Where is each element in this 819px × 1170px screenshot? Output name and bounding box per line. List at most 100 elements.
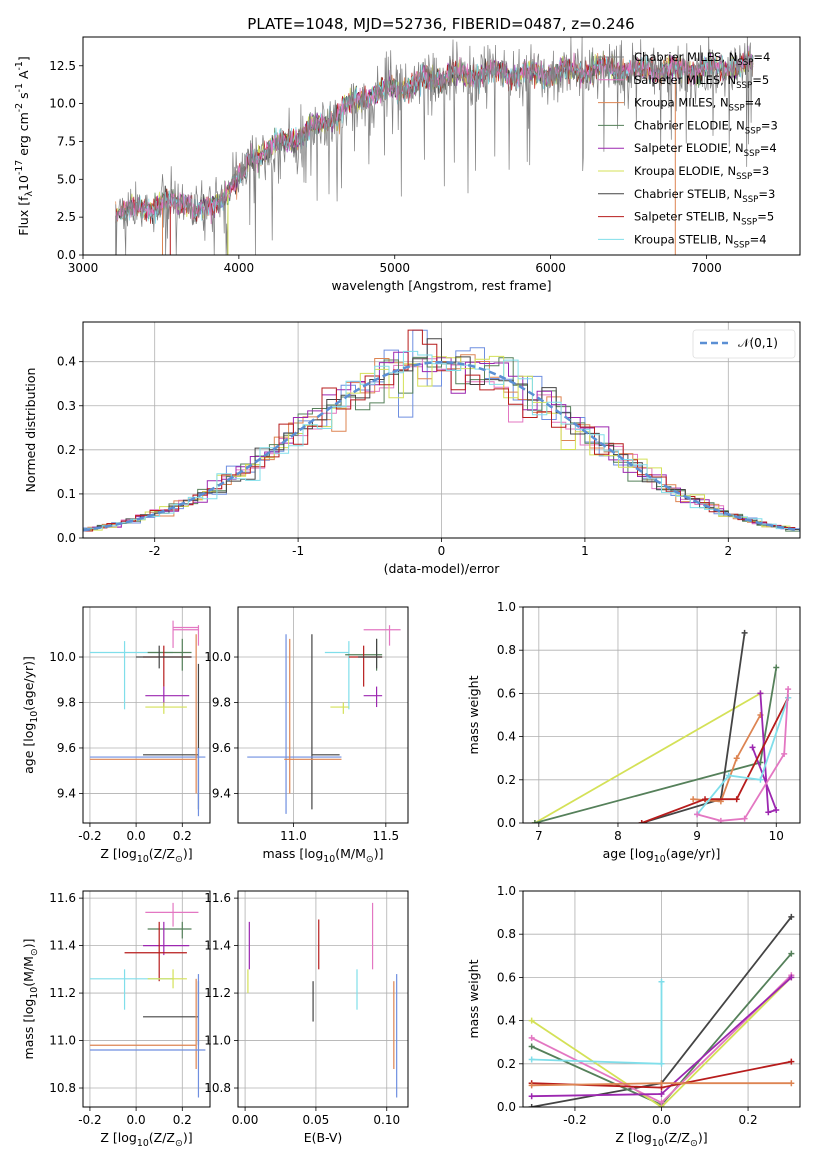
x-tick-label: 0.2: [173, 829, 192, 843]
y-tick-label: 9.4: [57, 786, 76, 800]
weight-marker: [773, 664, 780, 671]
x-tick-label: -0.2: [563, 1113, 586, 1127]
residuals-panel: -2 -1 0 1 2 0.0 0.1 0.2 0.3 0.4 (data-model)/error…: [23, 321, 801, 576]
weight-marker: [690, 796, 697, 803]
y-tick-label: 0.8: [497, 927, 516, 941]
y-axis-label: mass weight: [466, 959, 481, 1038]
x-tick-label: 3000: [68, 261, 99, 275]
y-tick-label: 0.0: [497, 816, 516, 830]
y-axis-label: mass weight: [466, 675, 481, 754]
y-tick-label: 11.2: [49, 986, 76, 1000]
weight-marker: [725, 772, 732, 779]
weight-series-line: [641, 632, 746, 823]
y-tick-label: 11.4: [49, 939, 76, 953]
y-tick-label: 0.4: [497, 1014, 516, 1028]
y-tick-label: 0.6: [497, 970, 516, 984]
x-axis-label: mass [log10(M/M⊙)]: [263, 846, 384, 865]
grid-lines: [238, 607, 408, 823]
weight-marker: [702, 796, 709, 803]
weight-marker: [741, 815, 748, 822]
axes-border: [237, 606, 409, 824]
weight-series-line: [534, 692, 761, 823]
plot-area: [531, 629, 792, 823]
x-tick-label: 0.10: [373, 1113, 400, 1127]
legend-label: Salpeter MILES, NSSP=5: [634, 73, 769, 91]
x-axis-label: wavelength [Angstrom, rest frame]: [331, 278, 551, 293]
y-tick-label: 9.6: [57, 741, 76, 755]
y-tick-label: 11.2: [204, 986, 231, 1000]
y-tick-label: 11.0: [204, 1034, 231, 1048]
y-tick-label: 1.0: [497, 884, 516, 898]
y-tick-label: 9.8: [212, 695, 231, 709]
axes-border: [82, 36, 801, 256]
age-vs-metallicity-panel: -0.2 0.0 0.2 9.4 9.6 9.8 10.0 Z [log10(Z/Z⊙)] ag…: [21, 606, 211, 865]
spectrum-series-line: [115, 37, 754, 255]
x-tick-label: -2: [149, 544, 161, 558]
grid-lines: [238, 891, 408, 1107]
x-tick-label: 8: [614, 829, 622, 843]
weight-marker: [788, 913, 795, 920]
gaussian-curve: [83, 360, 800, 532]
axes-border: [82, 321, 801, 539]
weight-marker: [781, 750, 788, 757]
x-tick-label: 4000: [224, 261, 255, 275]
y-tick-label: 9.8: [57, 695, 76, 709]
x-tick-label: 0.0: [127, 1113, 146, 1127]
y-tick-label: 10.0: [49, 650, 76, 664]
weight-marker: [757, 690, 764, 697]
x-tick-label: 0.00: [232, 1113, 259, 1127]
legend-label: Kroupa ELODIE, NSSP=3: [634, 164, 769, 182]
axes-frame: -0.2 0.0 0.2 9.4 9.6 9.8 10.0 Z [log10(Z/Z⊙)] ag…: [21, 606, 211, 865]
x-tick-label: 0.0: [127, 829, 146, 843]
x-tick-label: -0.2: [78, 1113, 101, 1127]
weight-marker: [788, 950, 795, 957]
weight-series-line: [534, 667, 778, 823]
x-tick-label: 0.2: [739, 1113, 758, 1127]
y-tick-label: 0.8: [497, 643, 516, 657]
plot-area: [247, 902, 398, 1098]
axes-frame: 3000 4000 5000 6000 7000 0.0 2.5 5.0 7.5 10.0 12.5…: [14, 36, 801, 293]
residual-histogram: [83, 338, 800, 530]
figure-title: PLATE=1048, MJD=52736, FIBERID=0487, z=0…: [247, 15, 634, 33]
weight-marker: [757, 776, 764, 783]
y-tick-label: 0.1: [57, 487, 76, 501]
y-axis-label: Flux [fλ10-17 erg cm-2 s-1 A-1]: [14, 56, 35, 235]
y-tick-label: 9.4: [212, 786, 231, 800]
weight-marker: [765, 809, 772, 816]
grid-lines: [83, 607, 210, 823]
weight-marker: [528, 1104, 535, 1107]
y-tick-label: 11.4: [204, 939, 231, 953]
legend-label: Salpeter ELODIE, NSSP=4: [634, 141, 777, 159]
weight-marker: [749, 744, 756, 751]
weight-marker: [528, 1017, 535, 1024]
weight-marker: [694, 811, 701, 818]
weight-marker: [733, 755, 740, 762]
weight-marker: [528, 1043, 535, 1050]
y-tick-label: 0.0: [57, 248, 76, 262]
x-axis-label: E(B-V): [304, 1130, 343, 1145]
weight-marker: [658, 1091, 665, 1098]
x-tick-label: 0.0: [652, 1113, 671, 1127]
x-tick-label: 9: [693, 829, 701, 843]
x-axis-label: age [log10(age/yr)]: [603, 846, 721, 865]
weight-marker: [528, 1034, 535, 1041]
y-tick-label: 10.8: [204, 1081, 231, 1095]
axes-frame: 0.00 0.05 0.10 10.8 11.0 11.2 11.4 11.6 E(B-V): [204, 890, 409, 1145]
x-axis-label: Z [log10(Z/Z⊙)]: [100, 846, 192, 865]
plot-area: [528, 913, 795, 1107]
y-tick-label: 0.0: [57, 531, 76, 545]
plot-area: [247, 625, 401, 814]
x-tick-label: 5000: [379, 261, 410, 275]
y-axis-label: mass [log10(M/M⊙)]: [21, 939, 40, 1060]
weight-marker: [733, 796, 740, 803]
y-tick-label: 0.2: [497, 773, 516, 787]
y-tick-label: 10.8: [49, 1081, 76, 1095]
x-tick-label: -1: [292, 544, 304, 558]
y-tick-label: 11.0: [49, 1034, 76, 1048]
x-tick-label: 0.2: [173, 1113, 192, 1127]
weight-marker: [658, 1080, 665, 1087]
legend-label: Chabrier MILES, NSSP=4: [634, 50, 770, 68]
x-axis-label: Z [log10(Z/Z⊙)]: [615, 1130, 707, 1149]
weight-marker: [788, 1080, 795, 1087]
spectrum-legend: Chabrier MILES, NSSP=4 Salpeter MILES, NS…: [598, 50, 778, 250]
